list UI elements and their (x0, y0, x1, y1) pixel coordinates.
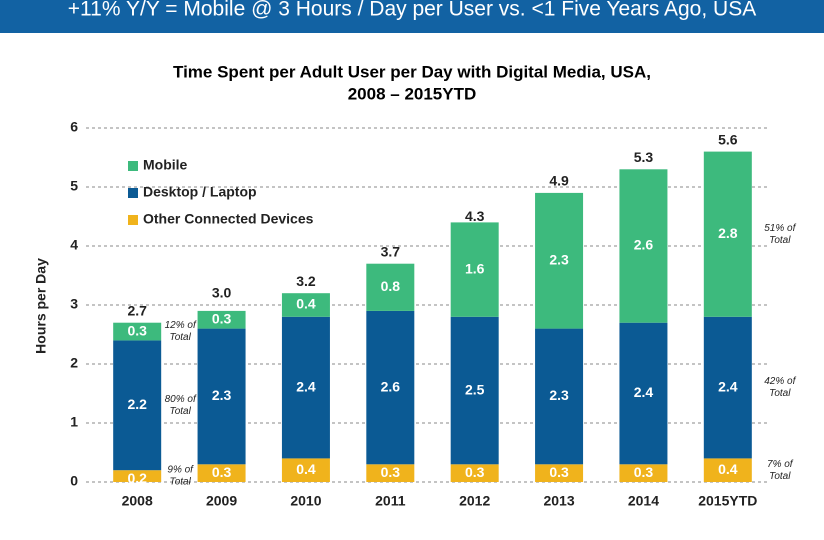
segment-label: 0.3 (634, 464, 654, 480)
segment-label: 0.3 (549, 464, 569, 480)
banner (0, 0, 824, 33)
y-axis-label: Hours per Day (33, 258, 49, 354)
bar-segment (366, 310, 415, 465)
y-tick-label: 5 (70, 178, 78, 194)
annotation: Total (170, 477, 192, 488)
annotation: 7% of (767, 459, 794, 470)
x-tick-label: 2015YTD (698, 493, 757, 509)
segment-label: 0.2 (127, 470, 147, 486)
legend-label: Desktop / Laptop (143, 184, 257, 200)
segment-label: 0.3 (212, 464, 232, 480)
segment-label: 2.6 (381, 378, 401, 394)
bar-segment (619, 464, 668, 482)
bar-segment (113, 322, 162, 341)
segment-label: 0.4 (296, 296, 316, 312)
annotation: Total (769, 235, 791, 246)
x-tick-label: 2013 (543, 493, 574, 509)
bar-segment (366, 464, 415, 482)
legend-swatch (128, 161, 138, 171)
legend-label: Other Connected Devices (143, 211, 314, 227)
bar-segment (197, 464, 246, 482)
y-tick-label: 3 (70, 296, 78, 312)
y-tick-label: 0 (70, 473, 78, 489)
bar-segment (281, 458, 330, 482)
bar-segment (450, 316, 499, 465)
x-tick-label: 2008 (122, 493, 153, 509)
bar-segment (535, 328, 584, 465)
segment-label: 2.4 (718, 378, 738, 394)
total-label: 4.3 (465, 208, 485, 224)
y-tick-label: 4 (70, 237, 78, 253)
segment-label: 0.3 (212, 311, 232, 327)
legend-swatch (128, 215, 138, 225)
annotation: 12% of (165, 320, 197, 331)
bar-segment (535, 464, 584, 482)
chart-title: Time Spent per Adult User per Day with D… (173, 62, 651, 81)
bar-segment (703, 151, 752, 317)
segment-label: 0.4 (296, 461, 316, 477)
x-tick-label: 2012 (459, 493, 490, 509)
segment-label: 2.3 (549, 387, 569, 403)
total-label: 4.9 (549, 173, 569, 189)
bar-segment (535, 192, 584, 329)
bar-segment (281, 316, 330, 459)
total-label: 5.6 (718, 131, 738, 147)
bar-segment (197, 310, 246, 329)
legend-label: Mobile (143, 157, 188, 173)
bar-segment (450, 222, 499, 317)
segment-label: 2.5 (465, 381, 485, 397)
bar-segment (113, 340, 162, 471)
bar-segment (703, 316, 752, 459)
total-label: 2.7 (127, 302, 147, 318)
annotation: 9% of (167, 465, 194, 476)
segment-label: 2.3 (212, 387, 232, 403)
annotation: 42% of (764, 376, 796, 387)
bar-segment (197, 328, 246, 465)
total-label: 5.3 (634, 149, 654, 165)
segment-label: 0.4 (718, 461, 738, 477)
annotation: Total (170, 332, 192, 343)
total-label: 3.0 (212, 285, 232, 301)
annotation: Total (769, 388, 791, 399)
bar-segment (703, 458, 752, 482)
annotation: 80% of (165, 394, 197, 405)
y-tick-label: 6 (70, 119, 78, 135)
y-tick-label: 2 (70, 355, 78, 371)
segment-label: 1.6 (465, 260, 485, 276)
total-label: 3.7 (381, 243, 401, 259)
x-tick-label: 2009 (206, 493, 237, 509)
annotation: Total (769, 471, 791, 482)
banner-title: +11% Y/Y = Mobile @ 3 Hours / Day per Us… (68, 0, 756, 21)
legend-swatch (128, 188, 138, 198)
segment-label: 2.8 (718, 225, 738, 241)
segment-label: 2.4 (634, 384, 654, 400)
chart-subtitle: 2008 – 2015YTD (348, 84, 477, 103)
bar-segment (281, 293, 330, 317)
x-tick-label: 2010 (290, 493, 321, 509)
bar-segment (113, 470, 162, 482)
segment-label: 0.3 (465, 464, 485, 480)
segment-label: 0.8 (381, 278, 401, 294)
segment-label: 2.2 (127, 396, 147, 412)
segment-label: 0.3 (127, 322, 147, 338)
bar-segment (450, 464, 499, 482)
bar-segment (366, 263, 415, 311)
total-label: 3.2 (296, 273, 316, 289)
y-tick-label: 1 (70, 414, 78, 430)
x-tick-label: 2014 (628, 493, 659, 509)
annotation: Total (170, 406, 192, 417)
x-tick-label: 2011 (375, 493, 406, 509)
annotation: 51% of (764, 223, 796, 234)
segment-label: 2.4 (296, 378, 316, 394)
segment-label: 2.6 (634, 237, 654, 253)
bar-segment (619, 322, 668, 465)
bar-segment (619, 169, 668, 323)
segment-label: 2.3 (549, 251, 569, 267)
segment-label: 0.3 (381, 464, 401, 480)
